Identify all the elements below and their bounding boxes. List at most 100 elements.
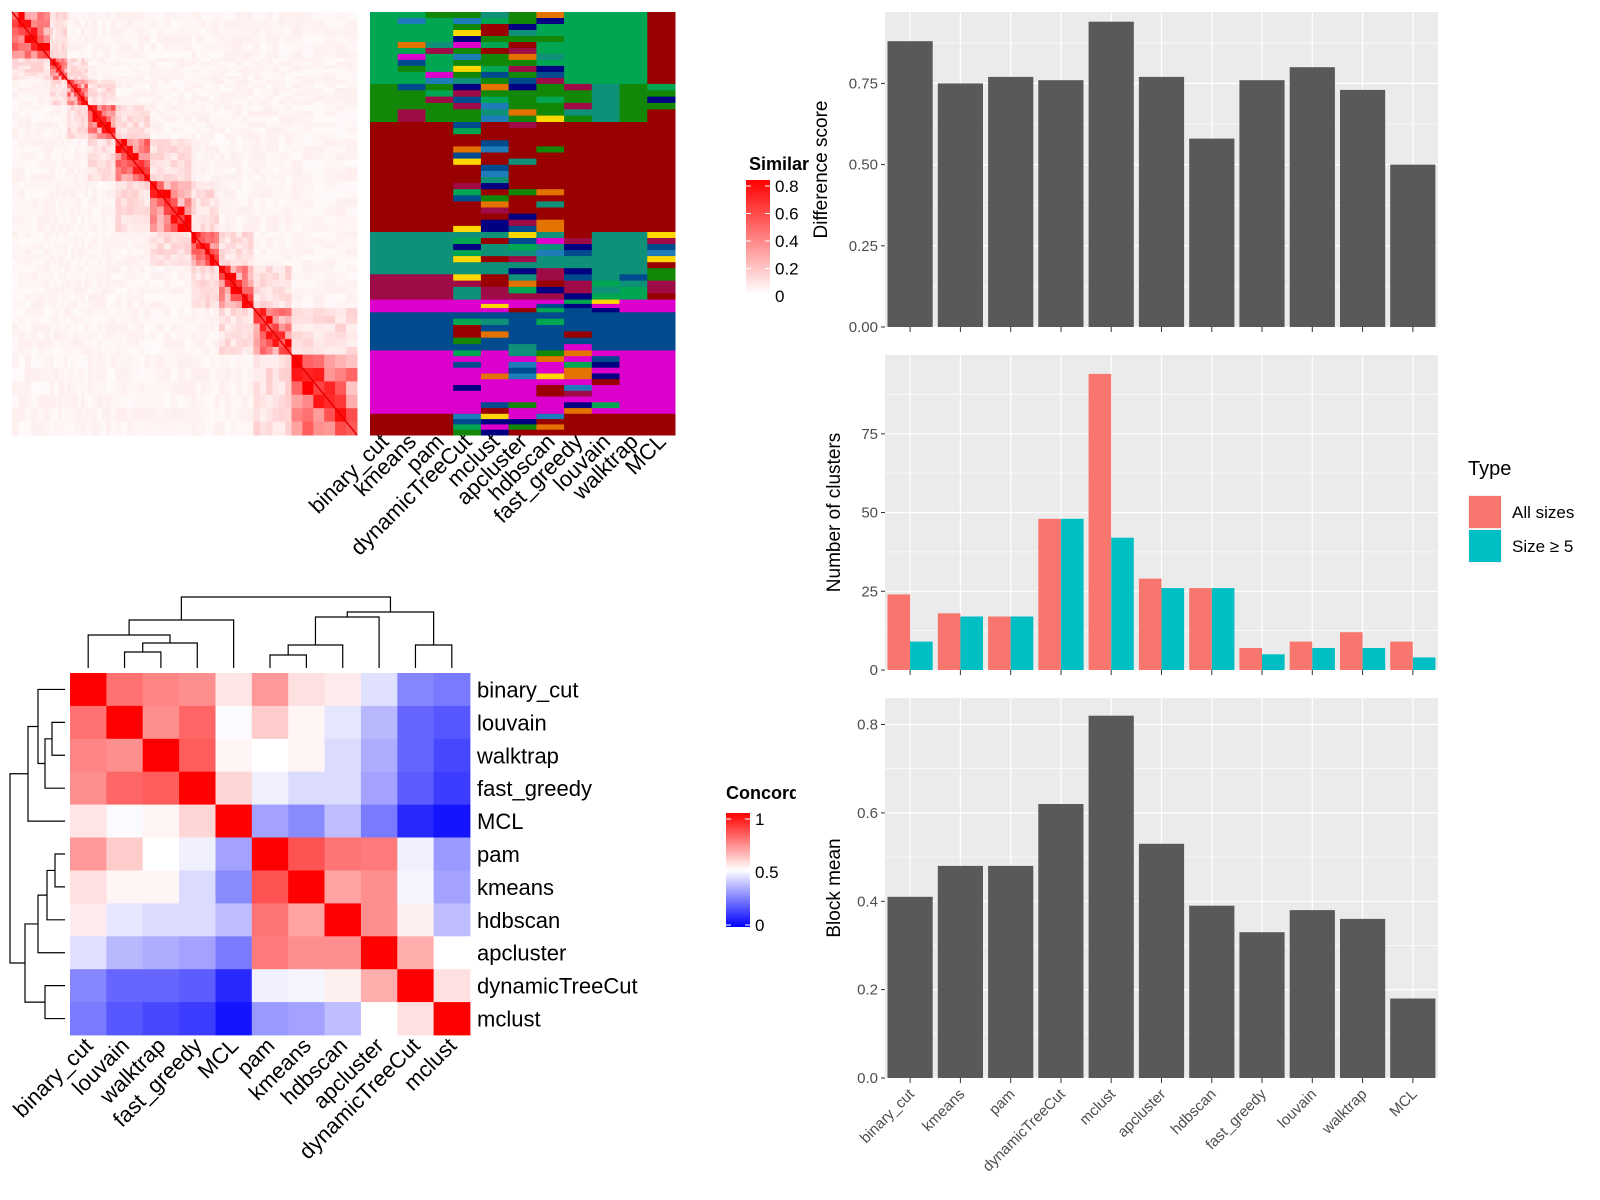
- concordance-cell: [397, 870, 435, 904]
- similarity-cell: [97, 248, 103, 255]
- similarity-cell: [81, 189, 85, 199]
- membership-cell: [564, 232, 593, 239]
- similarity-cell: [132, 232, 140, 239]
- similarity-cell: [97, 138, 103, 147]
- similarity-cell: [81, 381, 85, 396]
- similarity-cell: [121, 286, 128, 295]
- membership-cell: [508, 122, 537, 129]
- similarity-cell: [285, 69, 292, 74]
- similarity-cell: [247, 110, 254, 117]
- similarity-cell: [61, 394, 65, 409]
- similarity-cell: [52, 88, 57, 93]
- similarity-cell: [50, 215, 54, 224]
- similarity-cell: [74, 62, 78, 67]
- membership-cell: [619, 280, 648, 288]
- similarity-cell: [106, 133, 112, 140]
- similarity-cell: [335, 79, 347, 85]
- similarity-cell: [132, 100, 140, 106]
- similarity-cell: [335, 323, 347, 332]
- similarity-cell: [205, 92, 211, 98]
- similarity-cell: [236, 69, 243, 74]
- similarity-cell: [214, 421, 220, 436]
- similarity-cell: [285, 381, 292, 396]
- similarity-cell: [121, 76, 128, 81]
- similarity-cell: [37, 232, 45, 239]
- concordance-row-label: fast_greedy: [477, 776, 592, 801]
- similarity-cell: [272, 88, 280, 93]
- similarity-cell: [285, 248, 292, 255]
- similarity-cell: [84, 92, 89, 98]
- similarity-cell: [163, 100, 172, 106]
- similarity-cell: [55, 79, 60, 85]
- similarity-cell: [230, 79, 237, 85]
- similarity-cell: [127, 43, 134, 52]
- similarity-cell: [150, 368, 158, 382]
- similarity-cell: [87, 301, 93, 309]
- similarity-cell: [230, 354, 237, 369]
- similarity-cell: [230, 43, 237, 52]
- similarity-cell: [266, 189, 273, 199]
- similarity-cell: [163, 160, 172, 168]
- similarity-cell: [272, 323, 280, 332]
- membership-cell: [453, 24, 482, 31]
- similarity-cell: [313, 83, 325, 89]
- membership-cell: [425, 312, 454, 351]
- similarity-cell: [247, 92, 254, 98]
- similarity-cell: [191, 308, 197, 317]
- similarity-cell: [92, 35, 98, 44]
- similarity-cell: [84, 105, 89, 112]
- similarity-cell: [31, 308, 38, 317]
- similarity-cell: [259, 254, 267, 261]
- similarity-cell: [205, 198, 211, 208]
- similarity-cell: [313, 127, 325, 134]
- membership-cell: [647, 90, 676, 98]
- membership-cell: [453, 318, 482, 326]
- similarity-cell: [177, 12, 185, 21]
- similarity-cell: [247, 167, 254, 175]
- similarity-cell: [37, 167, 45, 175]
- similarity-cell: [52, 65, 57, 70]
- similarity-cell: [110, 260, 116, 267]
- similarity-cell: [77, 308, 82, 317]
- type-legend-label: All sizes: [1512, 503, 1574, 522]
- similarity-cell: [163, 346, 172, 356]
- similarity-cell: [291, 301, 303, 309]
- similarity-cell: [224, 394, 231, 409]
- similarity-cell: [12, 110, 19, 117]
- similarity-cell: [121, 116, 128, 123]
- similarity-cell: [87, 198, 93, 208]
- similarity-cell: [253, 133, 261, 140]
- similarity-cell: [37, 83, 45, 89]
- similarity-cell: [214, 153, 220, 161]
- similarity-cell: [115, 27, 122, 36]
- similarity-cell: [101, 408, 107, 423]
- membership-cell: [370, 232, 399, 275]
- similarity-cell: [74, 206, 78, 216]
- row-dendrogram-link: [51, 721, 65, 756]
- similarity-cell: [67, 181, 72, 191]
- similarity-cell: [324, 50, 336, 60]
- similarity-cell: [138, 116, 145, 123]
- similarity-cell: [64, 286, 68, 295]
- similarity-cell: [121, 223, 128, 233]
- similarity-cell: [110, 279, 116, 288]
- similarity-cell: [259, 206, 267, 216]
- similarity-cell: [156, 153, 165, 161]
- similarity-cell: [266, 138, 273, 147]
- similarity-cell: [291, 381, 303, 396]
- similarity-cell: [115, 215, 122, 224]
- similarity-cell: [184, 237, 192, 244]
- similarity-cell: [302, 12, 314, 21]
- concordance-cell: [215, 705, 253, 740]
- similarity-cell: [253, 174, 261, 182]
- similarity-cell: [214, 167, 220, 175]
- similarity-cell: [37, 92, 45, 98]
- membership-cell: [453, 146, 482, 153]
- membership-cell: [647, 122, 676, 233]
- similarity-cell: [101, 127, 107, 134]
- similarity-cell: [58, 243, 62, 250]
- similarity-cell: [64, 79, 68, 85]
- similarity-cell: [253, 105, 261, 112]
- bar-x-tick-label: kmeans: [919, 1086, 968, 1135]
- similarity-cell: [58, 301, 62, 309]
